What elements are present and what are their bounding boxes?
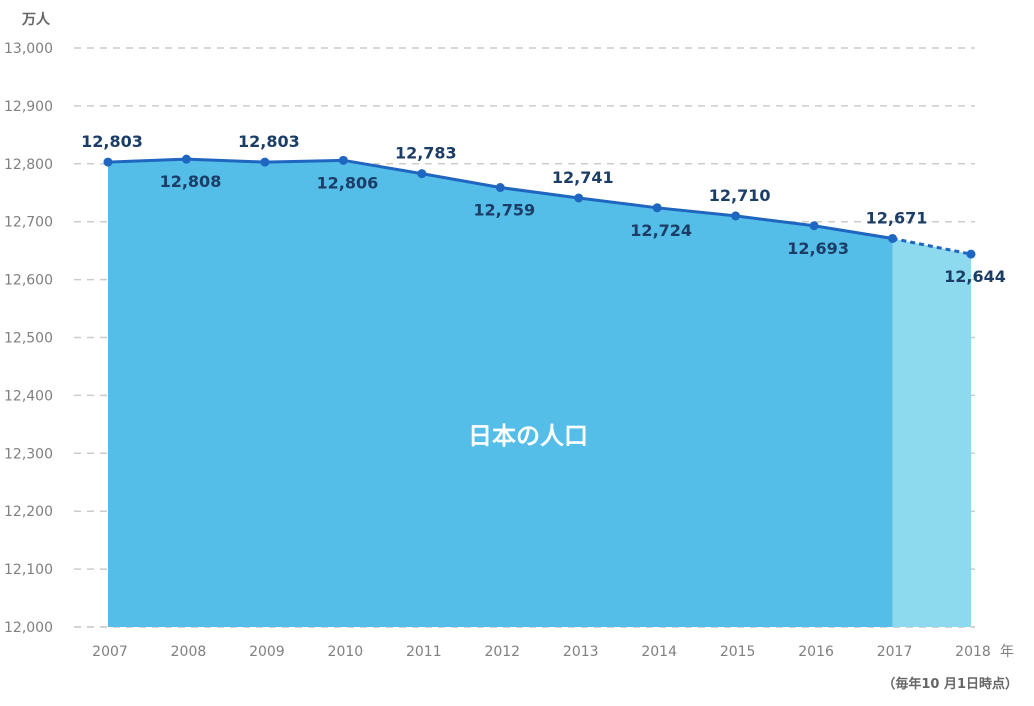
data-label: 12,741 xyxy=(552,168,614,187)
y-axis-unit: 万人 xyxy=(21,11,51,28)
x-tick-label: 2013 xyxy=(563,644,599,660)
y-tick-label: 12,400 xyxy=(4,388,53,404)
data-label: 12,759 xyxy=(473,201,535,220)
x-axis-unit: 年 xyxy=(1000,644,1014,660)
area-estimated xyxy=(892,238,971,627)
y-tick-label: 12,000 xyxy=(4,620,53,636)
data-label: 12,671 xyxy=(866,208,928,227)
data-label: 12,724 xyxy=(630,221,692,240)
data-point xyxy=(574,193,584,203)
data-point xyxy=(809,221,819,231)
data-label: 12,783 xyxy=(395,144,457,163)
y-axis-tick-labels: 12,000 12,100 12,200 12,300 12,400 12,500 12,6… xyxy=(4,41,53,636)
y-tick-label: 12,200 xyxy=(4,504,53,520)
x-tick-label: 2009 xyxy=(249,644,285,660)
data-label: 12,710 xyxy=(709,186,771,205)
data-labels: 12,803 12,808 12,803 12,806 12,783 12,759 12,7… xyxy=(81,132,1006,286)
data-label: 12,806 xyxy=(316,173,378,192)
data-point xyxy=(495,183,505,193)
data-point xyxy=(888,233,898,243)
data-label: 12,808 xyxy=(160,172,222,191)
y-tick-label: 12,100 xyxy=(4,562,53,578)
data-point xyxy=(652,203,662,213)
data-label: 12,803 xyxy=(81,132,143,151)
data-point xyxy=(338,155,348,165)
y-tick-label: 12,900 xyxy=(4,99,53,115)
x-tick-label: 2011 xyxy=(406,644,442,660)
y-tick-label: 12,800 xyxy=(4,157,53,173)
area-label: 日本の人口 xyxy=(468,422,588,450)
area-fills xyxy=(108,159,971,627)
data-point xyxy=(103,157,113,167)
data-point xyxy=(417,169,427,179)
data-point xyxy=(731,211,741,221)
data-label: 12,693 xyxy=(787,239,849,258)
x-axis-tick-labels: 2007 2008 2009 2010 2011 2012 2013 2014 2015 2016… xyxy=(92,644,991,660)
data-point xyxy=(181,154,191,164)
y-tick-label: 12,300 xyxy=(4,446,53,462)
x-tick-label: 2017 xyxy=(877,644,913,660)
data-label: 12,644 xyxy=(944,267,1006,286)
data-point xyxy=(260,157,270,167)
series-line-estimated xyxy=(892,237,972,256)
y-tick-label: 12,700 xyxy=(4,215,53,231)
x-tick-label: 2018 xyxy=(955,644,991,660)
y-tick-label: 12,500 xyxy=(4,331,53,347)
data-points xyxy=(103,154,976,259)
x-tick-label: 2016 xyxy=(798,644,834,660)
x-tick-label: 2010 xyxy=(328,644,364,660)
date-note: （毎年10 月1日時点） xyxy=(882,676,1018,692)
x-tick-label: 2012 xyxy=(484,644,520,660)
area-actual xyxy=(108,159,893,627)
x-tick-label: 2014 xyxy=(641,644,677,660)
x-tick-label: 2008 xyxy=(171,644,207,660)
data-label: 12,803 xyxy=(238,132,300,151)
y-tick-label: 13,000 xyxy=(4,41,53,57)
data-point xyxy=(966,249,976,259)
x-tick-label: 2007 xyxy=(92,644,128,660)
y-tick-label: 12,600 xyxy=(4,273,53,289)
x-tick-label: 2015 xyxy=(720,644,756,660)
